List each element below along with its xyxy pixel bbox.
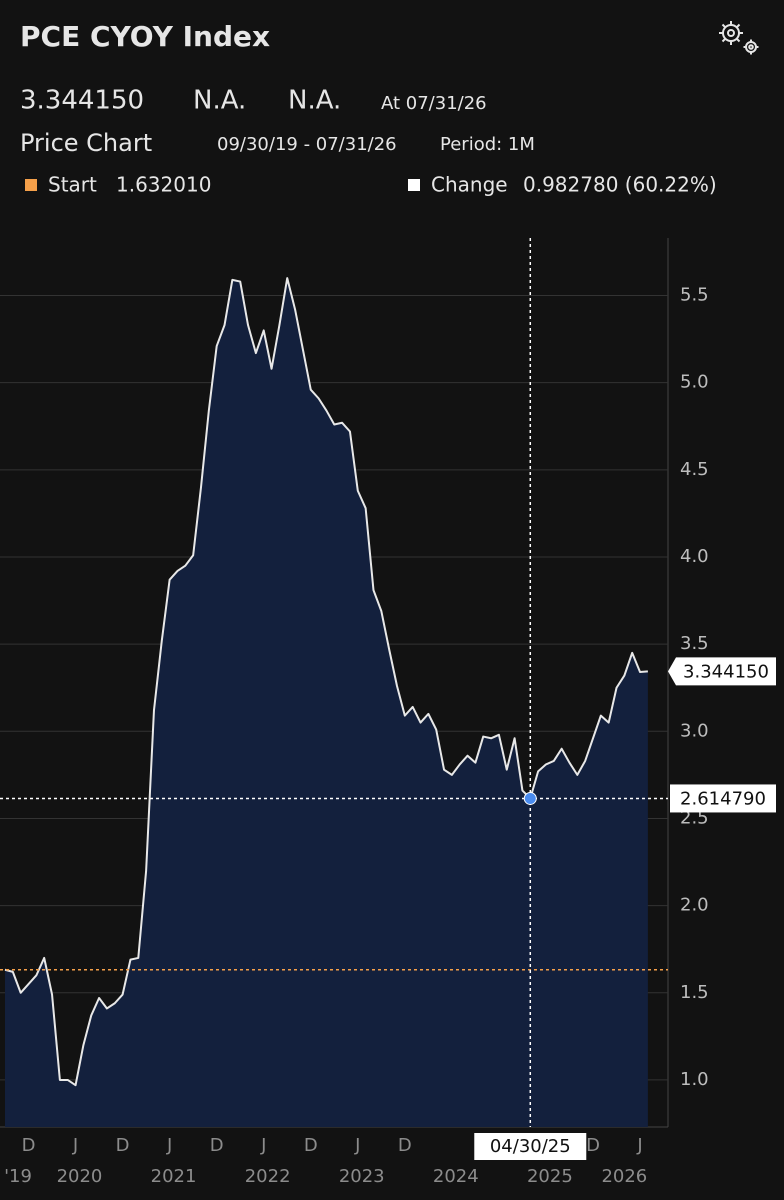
last-value-label: 3.344150	[683, 661, 769, 682]
legend-swatch	[408, 179, 420, 191]
date-range[interactable]: 09/30/19 - 07/31/26	[217, 134, 397, 155]
legend-value: 1.632010	[116, 173, 211, 197]
y-tick-label: 2.0	[680, 895, 709, 916]
last-label-box	[668, 657, 776, 686]
crosshair-point	[523, 791, 537, 805]
as-of: At 07/31/26	[381, 93, 487, 114]
tab[interactable]: Price Chart	[20, 129, 152, 157]
y-tick-label: 3.5	[680, 633, 709, 654]
year-label: 2026	[601, 1166, 647, 1187]
title: PCE CYOY Index	[20, 20, 270, 53]
settings-icon[interactable]	[719, 21, 759, 55]
y-tick-label: 5.0	[680, 372, 709, 393]
x-tick-label: D	[116, 1135, 130, 1156]
year-label: 2021	[151, 1166, 197, 1187]
year-label: 2025	[527, 1166, 573, 1187]
year-label: 2022	[245, 1166, 291, 1187]
change-percent: N.A.	[288, 86, 341, 116]
y-tick-label: 4.5	[680, 459, 709, 480]
change: N.A.	[193, 86, 246, 116]
x-tick-label: J	[260, 1135, 266, 1156]
x-tick-label: D	[210, 1135, 224, 1156]
x-tick-label: J	[354, 1135, 360, 1156]
legend-label: Change	[431, 173, 508, 197]
y-tick-label: 2.5	[680, 807, 709, 828]
year-label: 2024	[433, 1166, 479, 1187]
period[interactable]: Period: 1M	[440, 134, 535, 155]
legend-swatch	[25, 179, 37, 191]
y-tick-label: 4.0	[680, 546, 709, 567]
y-tick-label: 3.0	[680, 720, 709, 741]
x-tick-label: D	[304, 1135, 318, 1156]
area	[5, 278, 648, 1128]
x-tick-label: D	[586, 1135, 600, 1156]
legend-value: 0.982780 (60.22%)	[523, 173, 717, 197]
crosshair-value-label: 2.614790	[680, 788, 766, 809]
line	[4, 277, 648, 1087]
year-label: 2020	[57, 1166, 103, 1187]
x-tick-label: J	[636, 1135, 642, 1156]
x-tick-label: D	[22, 1135, 36, 1156]
x-tick-label: D	[398, 1135, 412, 1156]
date-label-box	[474, 1133, 587, 1160]
x-tick-label: J	[72, 1135, 78, 1156]
year-label: '19	[4, 1166, 32, 1187]
y-tick-label: 5.5	[680, 285, 709, 306]
crosshair-date-label: 04/30/25	[490, 1136, 571, 1157]
y-tick-label: 1.5	[680, 982, 709, 1003]
y-tick-label: 1.0	[680, 1069, 709, 1090]
last-price: 3.344150	[20, 86, 144, 116]
x-tick-label: J	[166, 1135, 172, 1156]
value-label-box	[670, 784, 776, 813]
year-label: 2023	[339, 1166, 385, 1187]
legend-label: Start	[48, 173, 97, 197]
